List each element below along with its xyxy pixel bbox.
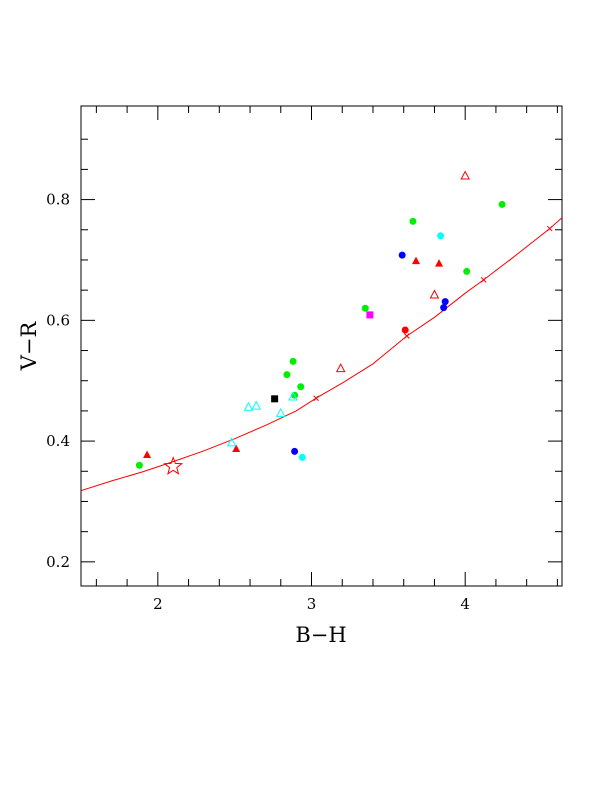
data-points [135, 170, 553, 475]
y-axis-title: V−R [17, 321, 41, 372]
y-tick-label: 0.4 [46, 432, 70, 450]
cross-stroke [480, 277, 487, 283]
data-point-circle [289, 357, 297, 365]
cross-stroke [546, 225, 553, 232]
data-point-triangle-open [429, 289, 440, 299]
x-tick-label: 3 [307, 595, 317, 613]
data-point-circle [498, 200, 506, 208]
data-point-circle [283, 371, 291, 379]
data-point-circle [441, 298, 449, 306]
data-point-cross [403, 333, 410, 339]
data-point-circle [463, 267, 471, 275]
x-tick-label: 4 [460, 595, 470, 613]
data-point-triangle-open [226, 437, 237, 447]
data-point-cross [546, 225, 553, 232]
data-point-circle [409, 217, 417, 225]
data-point-circle [361, 304, 369, 312]
data-point-star [163, 456, 184, 475]
plot-frame [80, 105, 563, 587]
data-point-triangle-open [251, 400, 262, 410]
data-point-circle [437, 232, 445, 240]
x-tick-label: 2 [153, 595, 163, 613]
data-point-circle [291, 447, 299, 455]
data-point-circle [297, 383, 305, 391]
fit-curve [81, 217, 562, 492]
data-point-triangle-filled [412, 256, 421, 265]
data-point-triangle-open [460, 170, 471, 180]
data-point-circle [398, 251, 406, 259]
data-point-triangle-open [335, 363, 346, 373]
y-tick-label: 0.2 [46, 553, 70, 571]
x-axis-title: B−H [295, 623, 346, 647]
axis-tick-labels: 2 3 4 0.2 0.4 0.6 0.8 [46, 191, 470, 613]
data-point-circle [440, 304, 448, 312]
data-point-triangle-filled [143, 450, 152, 458]
axis-ticks [81, 106, 562, 586]
y-tick-label: 0.8 [46, 191, 70, 209]
data-point-triangle-open [288, 391, 298, 401]
data-point-triangle-open [243, 401, 254, 411]
cross-stroke [313, 395, 319, 402]
cross-stroke [403, 333, 410, 339]
data-point-square [366, 311, 374, 319]
data-point-triangle-filled [435, 259, 444, 267]
data-point-cross [480, 277, 487, 283]
data-point-cross [313, 395, 319, 402]
data-point-triangle-filled [232, 444, 241, 452]
data-point-circle [135, 461, 143, 469]
data-point-triangle-open [275, 407, 286, 417]
y-tick-label: 0.6 [46, 311, 70, 329]
data-point-circle [401, 326, 409, 334]
data-point-square [271, 395, 279, 403]
data-point-circle [298, 453, 306, 461]
